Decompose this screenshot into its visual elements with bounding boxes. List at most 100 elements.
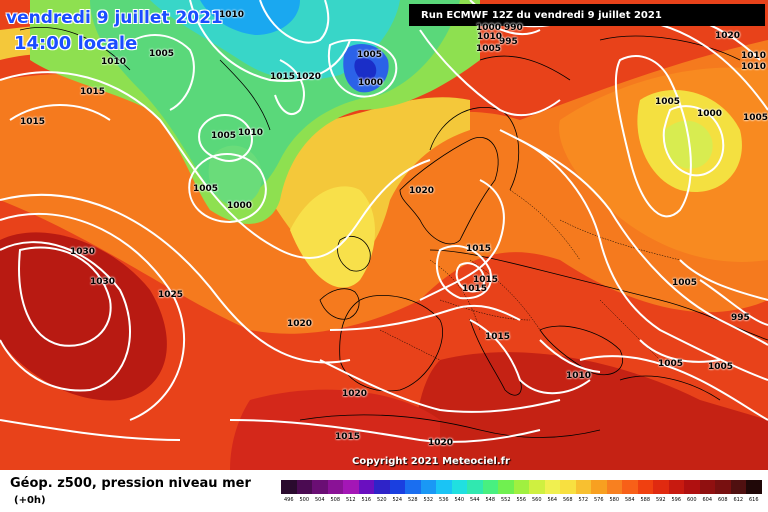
colorbar-label: 568 (562, 497, 573, 503)
colorbar-cell (637, 480, 653, 494)
isobar-label: 1010 (741, 51, 767, 61)
colorbar-label: 504 (314, 497, 325, 503)
colorbar-cell (327, 480, 343, 494)
isobar-label: 1005 (655, 97, 681, 107)
isobar-label: 1015 (335, 432, 361, 442)
colorbar-cell (436, 480, 452, 494)
colorbar-cell (513, 480, 529, 494)
colorbar-label: 508 (330, 497, 341, 503)
colorbar-cell (498, 480, 514, 494)
colorbar-label: 560 (531, 497, 542, 503)
colorbar-label: 604 (702, 497, 713, 503)
isobar-label: 1030 (70, 247, 96, 257)
colorbar-cell (312, 480, 328, 494)
colorbar-cell (389, 480, 405, 494)
colorbar-label: 584 (624, 497, 635, 503)
colorbar-label: 592 (655, 497, 666, 503)
legend-title: Géop. z500, pression niveau mer (10, 476, 251, 491)
isobar-label: 990 (504, 23, 523, 33)
isobar-label: 1015 (485, 332, 511, 342)
isobar-label: 1010 (477, 32, 503, 42)
colorbar-cell (622, 480, 638, 494)
colorbar-label: 544 (469, 497, 480, 503)
colorbar-cell (467, 480, 483, 494)
weather-map: vendredi 9 juillet 2021 14:00 locale Run… (0, 0, 768, 470)
legend-subtitle: (+0h) (14, 495, 46, 506)
colorbar-label: 500 (299, 497, 310, 503)
isobar-label: 1010 (219, 10, 245, 20)
colorbar-label: 536 (438, 497, 449, 503)
isobar-label: 1020 (715, 31, 741, 41)
colorbar-label: 524 (392, 497, 403, 503)
colorbar-cell (281, 480, 297, 494)
colorbar-cell (746, 480, 762, 494)
field-green-east (663, 120, 713, 169)
colorbar-label: 528 (407, 497, 418, 503)
colorbar-cell (653, 480, 669, 494)
colorbar-cell (606, 480, 622, 494)
isobar-label: 1000 (476, 23, 502, 33)
colorbar-cell (529, 480, 545, 494)
colorbar-cell (668, 480, 684, 494)
isobar-label: 1015 (473, 275, 499, 285)
colorbar-cell (482, 480, 498, 494)
colorbar-labels: 496 500 504 508 512 516 520 524 528 532 536 540 544 5… (281, 497, 762, 503)
copyright-text: Copyright 2021 Meteociel.fr (352, 456, 510, 467)
isobar-label: 1000 (358, 78, 384, 88)
isobar-label: 1005 (476, 44, 502, 54)
isobar-label: 1015 (466, 244, 492, 254)
field-darkred-se (416, 352, 768, 470)
isobar-label: 1005 (658, 359, 684, 369)
map-time-title: 14:00 locale (14, 33, 138, 54)
colorbar-label: 600 (686, 497, 697, 503)
colorbar-label: 576 (593, 497, 604, 503)
colorbar-label: 564 (547, 497, 558, 503)
isobar-label: 1010 (238, 128, 264, 138)
colorbar-label: 608 (717, 497, 728, 503)
colorbar-label: 532 (423, 497, 434, 503)
isobar-label: 1005 (672, 278, 698, 288)
colorbar-label: 520 (376, 497, 387, 503)
field-red-africa (230, 389, 440, 470)
colorbar-label: 496 (283, 497, 294, 503)
isobar-label: 1015 (462, 284, 488, 294)
colorbar-cell (715, 480, 731, 494)
run-banner: Run ECMWF 12Z du vendredi 9 juillet 2021 (409, 4, 765, 26)
colorbar-label: 552 (500, 497, 511, 503)
colorbar-label: 616 (748, 497, 759, 503)
field-darkblue (354, 58, 377, 82)
colorbar-label: 572 (578, 497, 589, 503)
colorbar-cell (575, 480, 591, 494)
colorbar-label: 540 (454, 497, 465, 503)
isobar-label: 1025 (158, 290, 184, 300)
isobar-label: 1005 (149, 49, 175, 59)
isobar-label: 1005 (357, 50, 383, 60)
isobar-label: 1010 (101, 57, 127, 67)
isobar-label: 1015 (270, 72, 296, 82)
colorbar-label: 612 (733, 497, 744, 503)
colorbar-cell (544, 480, 560, 494)
isobar-label: 1005 (743, 113, 768, 123)
colorbar-cell (358, 480, 374, 494)
map-canvas (0, 0, 768, 470)
colorbar-cell (699, 480, 715, 494)
colorbar-label: 596 (671, 497, 682, 503)
isobar-label: 1020 (296, 72, 322, 82)
colorbar-cell (560, 480, 576, 494)
colorbar-label: 580 (609, 497, 620, 503)
colorbar-cell (730, 480, 746, 494)
isobar-label: 1020 (287, 319, 313, 329)
isobar-label: 1005 (193, 184, 219, 194)
isobar-label: 1010 (741, 62, 767, 72)
colorbar-cell (591, 480, 607, 494)
colorbar-label: 588 (640, 497, 651, 503)
isobar-label: 1015 (80, 87, 106, 97)
colorbar-label: 556 (516, 497, 527, 503)
isobar-label: 1005 (708, 362, 734, 372)
colorbar (281, 480, 762, 494)
isobar-label: 1005 (211, 131, 237, 141)
colorbar-cell (374, 480, 390, 494)
field-yellow-core (290, 186, 375, 288)
isobar-label: 1000 (227, 201, 253, 211)
colorbar-cell (343, 480, 359, 494)
